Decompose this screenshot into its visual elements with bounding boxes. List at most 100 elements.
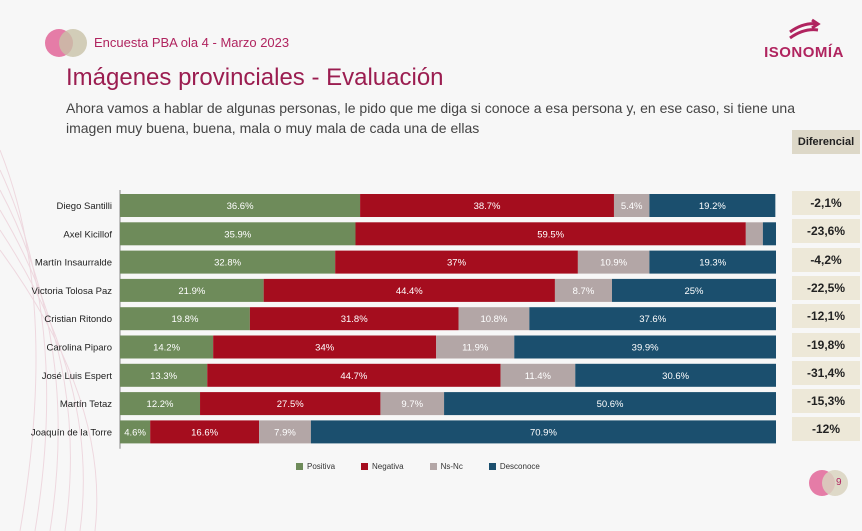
brand-name: ISONOMÍA xyxy=(764,44,844,61)
data-label: 5.4% xyxy=(621,201,643,212)
data-label: 14.2% xyxy=(153,343,180,354)
legend-item-negativa: Negativa xyxy=(361,462,404,471)
differential-value: -15,3% xyxy=(792,389,860,414)
bar-segment-nsnc xyxy=(500,363,576,387)
legend-label-positiva: Positiva xyxy=(307,462,336,471)
data-label: 37% xyxy=(447,258,467,269)
data-label: 9.7% xyxy=(401,399,423,410)
bar-segment-desconoce xyxy=(612,278,776,302)
legend-item-desconoce: Desconoce xyxy=(488,462,540,471)
bar-segment-desconoce xyxy=(762,222,776,246)
data-label: 12.2% xyxy=(147,399,174,410)
page-badge-icon xyxy=(809,470,848,496)
bar-segment-desconoce xyxy=(444,392,776,416)
data-label: 10.9% xyxy=(600,258,627,269)
differential-value: -4,2% xyxy=(792,247,860,272)
legend-label-desconoce: Desconoce xyxy=(499,462,540,471)
legend-label-negativa: Negativa xyxy=(372,462,404,471)
bar-segment-positiva xyxy=(120,392,201,416)
data-label: 30.6% xyxy=(662,371,689,382)
legend-item-positiva: Positiva xyxy=(296,462,335,471)
differential-value: -23,6% xyxy=(792,219,860,244)
data-label: 36.6% xyxy=(227,201,254,212)
bar-segment-nsnc xyxy=(436,335,515,359)
category-label: José Luis Espert xyxy=(42,371,113,382)
chart-legend: Positiva Negativa Ns-Nc Desconoce xyxy=(296,462,540,471)
category-label: Victoria Tolosa Paz xyxy=(32,286,113,297)
legend-item-nsnc: Ns-Nc xyxy=(429,462,463,471)
category-label: Cristian Ritondo xyxy=(44,314,112,325)
bar-segment-positiva xyxy=(120,363,208,387)
bar-segment-nsnc xyxy=(745,222,763,246)
bar-segment-negativa xyxy=(207,363,501,387)
data-label: 16.6% xyxy=(191,427,218,438)
bar-segment-desconoce xyxy=(575,363,776,387)
differential-value: -22,5% xyxy=(792,275,860,300)
brand-logo: ISONOMÍA xyxy=(764,18,844,68)
differential-header: Diferencial xyxy=(792,130,860,154)
data-label: 11.4% xyxy=(525,371,552,382)
data-label: 8.7% xyxy=(573,286,595,297)
data-label: 7.9% xyxy=(274,427,296,438)
bar-segment-negativa xyxy=(355,222,746,246)
bar-segment-desconoce xyxy=(514,335,776,359)
data-label: 34% xyxy=(315,343,335,354)
category-label: Carolina Piparo xyxy=(47,343,112,354)
differential-value: -12,1% xyxy=(792,304,860,329)
legend-swatch-negativa xyxy=(361,463,369,470)
bar-segment-negativa xyxy=(360,194,614,217)
data-label: 44.4% xyxy=(396,286,423,297)
bar-segment-negativa xyxy=(200,392,381,416)
bar-segment-desconoce xyxy=(649,250,776,274)
bar-segment-nsnc xyxy=(613,194,650,217)
bar-segment-positiva xyxy=(120,222,356,246)
bar-segment-nsnc xyxy=(554,278,612,302)
data-label: 70.9% xyxy=(530,427,557,438)
bar-segment-nsnc xyxy=(458,307,530,331)
differential-value: -19,8% xyxy=(792,332,860,357)
brand-mark-icon xyxy=(789,18,821,40)
data-label: 11.9% xyxy=(462,343,489,354)
data-label: 59.5% xyxy=(537,229,564,240)
differential-value: -2,1% xyxy=(792,191,860,215)
data-label: 13.3% xyxy=(150,371,177,382)
bar-segment-negativa xyxy=(335,250,578,274)
bar-segment-nsnc xyxy=(380,392,445,416)
bar-segment-desconoce xyxy=(649,194,776,217)
legend-label-nsnc: Ns-Nc xyxy=(440,462,463,471)
data-label: 44.7% xyxy=(340,371,367,382)
data-label: 4.6% xyxy=(124,427,146,438)
bar-segment-nsnc xyxy=(259,420,311,444)
bar-segment-positiva xyxy=(120,278,264,302)
bar-segment-negativa xyxy=(249,307,459,331)
page-number: 9 xyxy=(836,477,842,488)
page-subtitle: Ahora vamos a hablar de algunas personas… xyxy=(66,100,795,136)
data-label: 37.6% xyxy=(639,314,666,325)
bar-segment-negativa xyxy=(263,278,555,302)
bar-segment-nsnc xyxy=(577,250,650,274)
data-label: 19.2% xyxy=(699,201,726,212)
legend-swatch-positiva xyxy=(296,463,303,470)
differential-value: -12% xyxy=(792,417,860,442)
differential-value: -31,4% xyxy=(792,360,860,385)
legend-swatch-desconoce xyxy=(488,463,496,470)
data-label: 39.9% xyxy=(632,343,659,354)
data-label: 32.8% xyxy=(214,258,241,269)
data-label: 25% xyxy=(684,286,704,297)
bar-segment-negativa xyxy=(150,420,260,444)
bar-segment-positiva xyxy=(120,250,336,274)
category-label: Martín Tetaz xyxy=(60,399,112,410)
legend-swatch-nsnc xyxy=(429,463,437,470)
data-label: 27.5% xyxy=(277,399,304,410)
bar-segment-positiva xyxy=(120,420,151,444)
category-label: Joaquín de la Torre xyxy=(31,427,112,438)
category-label: Diego Santilli xyxy=(57,201,112,212)
bar-segment-positiva xyxy=(120,335,214,359)
bar-segment-negativa xyxy=(213,335,437,359)
survey-name: Encuesta PBA ola 4 - Marzo 2023 xyxy=(94,35,290,50)
page-title: Imágenes provinciales - Evaluación xyxy=(66,64,444,91)
bar-segment-positiva xyxy=(120,307,250,331)
data-label: 10.8% xyxy=(480,314,507,325)
header-logo-icon xyxy=(45,29,87,57)
